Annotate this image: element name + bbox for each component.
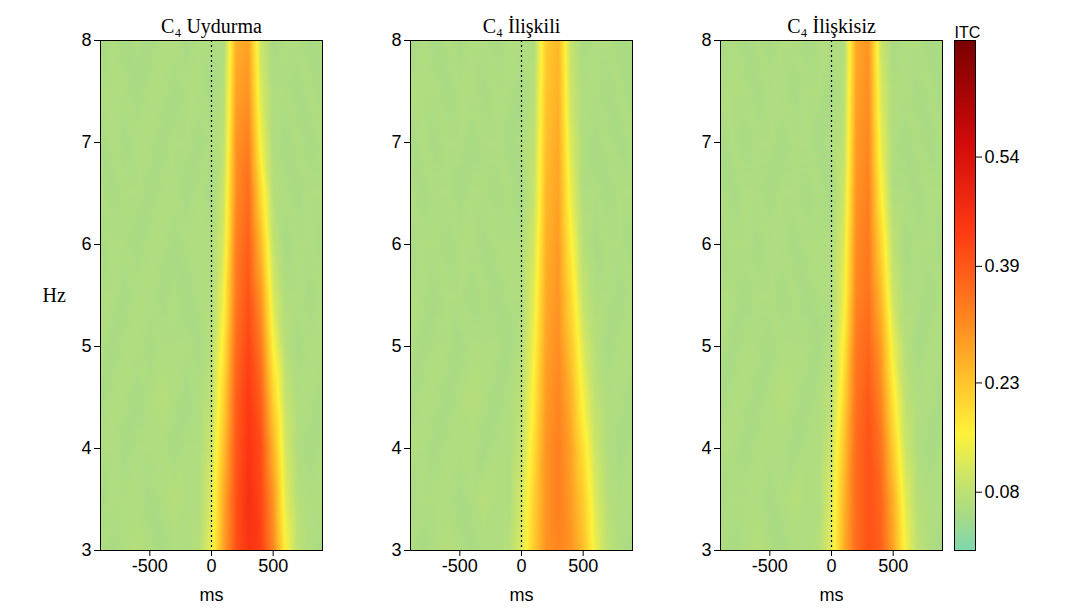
svg-text:6: 6 [701, 234, 711, 254]
svg-text:C₄ Uydurma: C₄ Uydurma [161, 15, 262, 38]
svg-text:500: 500 [258, 556, 288, 576]
svg-text:Hz: Hz [43, 284, 66, 306]
svg-text:0: 0 [516, 556, 526, 576]
svg-text:8: 8 [391, 30, 401, 50]
svg-text:C₄ İlişkili: C₄ İlişkili [483, 15, 561, 38]
svg-text:-500: -500 [442, 556, 478, 576]
svg-text:6: 6 [391, 234, 401, 254]
svg-text:-500: -500 [132, 556, 168, 576]
svg-text:0.54: 0.54 [985, 147, 1020, 167]
svg-text:-500: -500 [752, 556, 788, 576]
svg-text:5: 5 [701, 336, 711, 356]
svg-text:0: 0 [826, 556, 836, 576]
svg-text:5: 5 [81, 336, 91, 356]
svg-text:8: 8 [701, 30, 711, 50]
svg-text:0.08: 0.08 [985, 482, 1020, 502]
svg-text:4: 4 [391, 438, 401, 458]
svg-text:3: 3 [391, 540, 401, 560]
svg-text:ms: ms [820, 585, 844, 605]
svg-text:4: 4 [81, 438, 91, 458]
svg-text:5: 5 [391, 336, 401, 356]
svg-text:C₄ İlişkisiz: C₄ İlişkisiz [787, 15, 876, 38]
svg-text:3: 3 [81, 540, 91, 560]
svg-text:7: 7 [391, 132, 401, 152]
svg-text:500: 500 [878, 556, 908, 576]
svg-text:6: 6 [81, 234, 91, 254]
svg-text:3: 3 [701, 540, 711, 560]
svg-text:7: 7 [701, 132, 711, 152]
svg-text:0: 0 [206, 556, 216, 576]
svg-text:ITC: ITC [955, 24, 981, 41]
svg-text:ms: ms [200, 585, 224, 605]
svg-text:0.23: 0.23 [985, 373, 1020, 393]
svg-text:8: 8 [81, 30, 91, 50]
svg-text:500: 500 [568, 556, 598, 576]
svg-text:ms: ms [510, 585, 534, 605]
svg-text:0.39: 0.39 [985, 256, 1020, 276]
svg-text:4: 4 [701, 438, 711, 458]
svg-text:7: 7 [81, 132, 91, 152]
